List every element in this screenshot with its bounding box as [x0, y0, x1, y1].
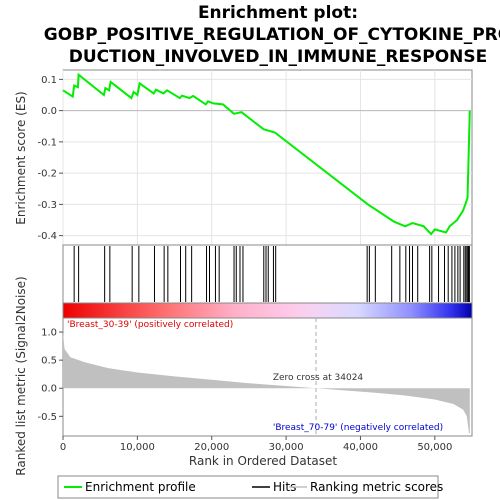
x-axis: 0 10,000 20,000 30,000 40,000 50,000: [60, 436, 452, 453]
es-y-tick-label: -0.3: [37, 200, 57, 211]
positive-correlation-label: 'Breast_30-39' (positively correlated): [67, 320, 233, 330]
x-tick-label: 40,000: [343, 442, 378, 453]
metric-y-tick-label: 0.5: [41, 356, 57, 367]
hit-markers: [73, 246, 470, 302]
es-y-tick-label: -0.1: [37, 137, 57, 148]
chart-title-line-2: GOBP_POSITIVE_REGULATION_OF_CYTOKINE_PRO: [44, 25, 500, 45]
x-tick-label: 20,000: [194, 442, 229, 453]
legend: Enrichment profile Hits Ranking metric s…: [57, 475, 443, 499]
es-gridlines: [62, 70, 472, 245]
chart-title-line-1: Enrichment plot:: [198, 3, 358, 23]
x-tick-label: 0: [60, 442, 66, 453]
es-y-tick-label: 0.0: [41, 106, 57, 117]
es-y-tick-label: -0.4: [37, 231, 57, 242]
chart-title-line-3: DUCTION_INVOLVED_IN_IMMUNE_RESPONSE: [69, 47, 488, 67]
es-y-tick-label: 0.1: [41, 75, 57, 86]
x-tick-label: 50,000: [417, 442, 452, 453]
zero-cross-label: Zero cross at 34024: [273, 373, 364, 383]
legend-enrichment-label: Enrichment profile: [85, 480, 196, 494]
metric-y-tick-label: -0.5: [37, 412, 57, 423]
metric-y-axis-label: Ranked list metric (Signal2Noise): [14, 276, 28, 475]
legend-metric-label: Ranking metric scores: [310, 480, 443, 494]
x-tick-label: 30,000: [269, 442, 304, 453]
es-panel: [62, 69, 473, 246]
metric-y-tick-label: 0.0: [41, 384, 57, 395]
metric-y-tick-label: 1.0: [41, 328, 57, 339]
hits-panel: [62, 244, 473, 304]
enrichment-profile-line: [62, 72, 471, 236]
legend-box: [57, 475, 439, 499]
es-y-tick-label: -0.2: [37, 169, 57, 180]
legend-hits-label: Hits: [273, 480, 296, 494]
metric-y-axis: 1.0 0.5 0.0 -0.5: [37, 328, 63, 423]
x-tick-label: 10,000: [120, 442, 155, 453]
x-axis-label: Rank in Ordered Dataset: [189, 454, 337, 468]
rank-color-bar: [62, 302, 473, 319]
negative-correlation-label: 'Breast_70-79' (negatively correlated): [273, 423, 443, 433]
ranking-metric-area: [63, 332, 470, 434]
es-y-axis-label: Enrichment score (ES): [14, 91, 28, 224]
es-y-axis: 0.1 0.0 -0.1 -0.2 -0.3 -0.4: [37, 75, 63, 242]
